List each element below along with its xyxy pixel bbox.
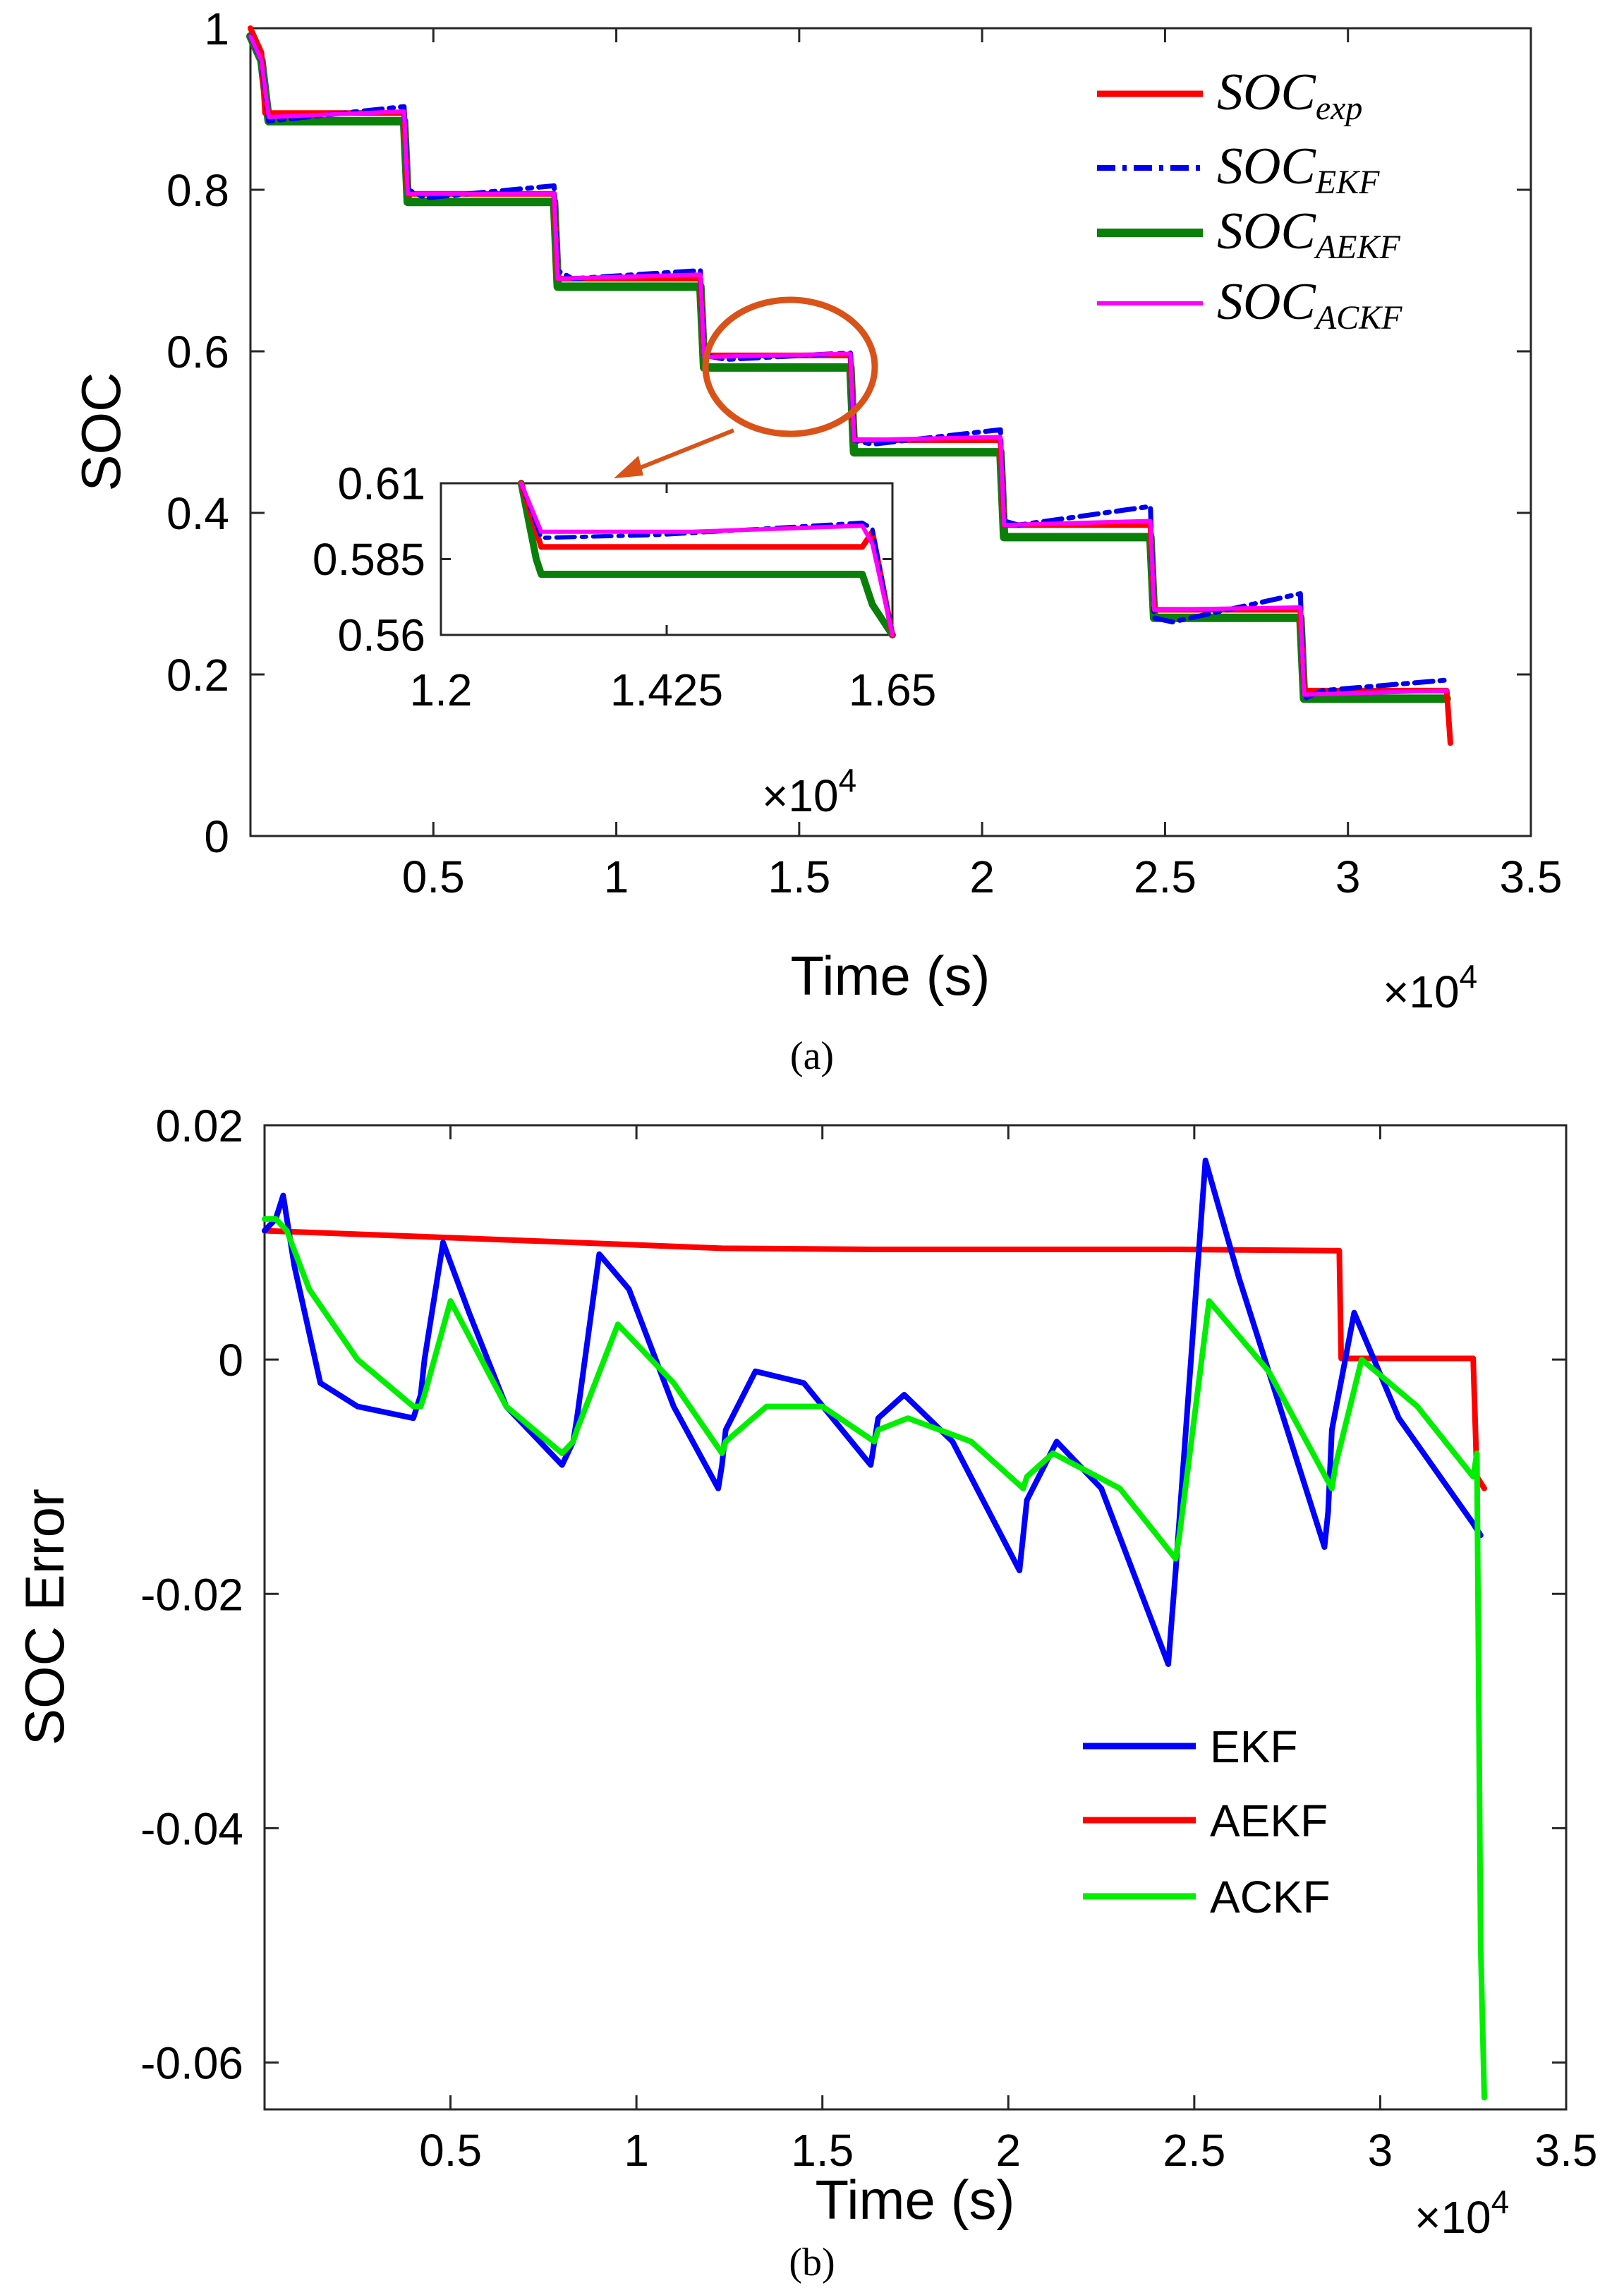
chart-b-xtick-label-4: 2.5 — [1163, 2125, 1225, 2176]
chart-a-zoom-arrow — [630, 428, 735, 473]
chart-b-ylabel: SOC Error — [13, 1489, 75, 1745]
chart-b-series — [262, 1157, 1487, 2101]
chart-a-ytick-label-3: 0.6 — [166, 327, 229, 377]
chart-b-ytick-label-2: -0.02 — [140, 1569, 243, 1620]
chart-a-zoom-arrowhead — [614, 456, 643, 478]
chart-a-ytick-label-0: 0 — [204, 811, 229, 862]
legend-label-soc-ekf: SOCEKF — [1217, 138, 1380, 201]
chart-a-caption: (a) — [790, 1034, 834, 1078]
chart-a-xtick-label-3: 2 — [969, 852, 995, 902]
chart-a-ytick-label-1: 0.2 — [166, 650, 229, 701]
legend-label-soc-ackf: SOCACKF — [1217, 273, 1402, 337]
chart-b-legend: EKF AEKF ACKF — [1083, 1721, 1331, 1922]
legend-label-ekf: EKF — [1210, 1721, 1297, 1772]
chart-b-xtick-label-3: 2 — [995, 2125, 1021, 2176]
chart-b-xtick-label-0: 0.5 — [419, 2125, 482, 2176]
chart-a-series-soc-ackf — [248, 34, 1449, 697]
inset-ytick-label-2: 0.61 — [337, 458, 425, 509]
inset-axes-box — [440, 482, 894, 636]
chart-b-series-ekf — [262, 1157, 1484, 1667]
chart-b-xlabel: Time (s) — [815, 2169, 1014, 2231]
inset-xtick-label-0: 1.2 — [410, 665, 473, 715]
chart-a-xtick-label-0: 0.5 — [402, 852, 465, 902]
chart-b-ytick-label-4: -0.06 — [140, 2038, 243, 2089]
legend-label-ackf: ACKF — [1210, 1872, 1331, 1922]
chart-a-legend: SOCexp SOCEKF SOCAEKF SOCACKF — [1097, 63, 1402, 337]
chart-a-xtick-label-1: 1 — [604, 852, 629, 902]
chart-b-axes-box — [263, 1124, 1568, 2111]
chart-a-ytick-label-5: 1 — [204, 4, 229, 54]
inset-ytick-label-0: 0.56 — [337, 610, 425, 660]
legend-label-soc-exp: SOCexp — [1217, 63, 1362, 127]
chart-b-ytick-label-3: -0.04 — [140, 1803, 243, 1854]
chart-b-ytick-label-0: 0.02 — [155, 1101, 243, 1151]
chart-a-xtick-label-5: 3 — [1335, 852, 1361, 902]
inset-ytick-label-1: 0.585 — [313, 534, 425, 585]
chart-a-xtick-label-4: 2.5 — [1134, 852, 1196, 902]
chart-a-ytick-label-2: 0.4 — [166, 488, 229, 539]
chart-a-x-multiplier: ×104 — [1383, 958, 1477, 1017]
inset-series-soc-ackf — [519, 481, 895, 637]
chart-a-xtick-label-2: 1.5 — [768, 852, 830, 902]
inset-series-soc-aekf — [517, 480, 896, 638]
chart-a-ticks: 0.5 1 1.5 2 2.5 3 3.5 0 0.2 0.4 0.6 0.8 1 — [166, 4, 1562, 902]
inset-ticks: 1.2 1.425 1.65 0.56 0.585 0.61 — [313, 458, 936, 715]
chart-b-ytick-label-1: 0 — [218, 1335, 243, 1386]
chart-a: 0.5 1 1.5 2 2.5 3 3.500.20.40.60.81 1.2 1.425 1.… — [70, 4, 1562, 1078]
chart-b-x-multiplier: ×104 — [1414, 2183, 1509, 2243]
chart-b-xtick-label-2: 1.5 — [791, 2125, 854, 2176]
chart-a-ylabel: SOC — [70, 372, 132, 491]
inset-x-multiplier: ×104 — [762, 762, 856, 821]
chart-a-xtick-label-6: 3.5 — [1500, 852, 1563, 902]
chart-b-xtick-label-5: 3 — [1368, 2125, 1393, 2176]
chart-b-ticks: 0.5 1 1.5 2 2.5 3 3.5 0.02 0 -0.02 -0.04 -0.06 — [140, 1101, 1597, 2176]
legend-label-soc-aekf: SOCAEKF — [1217, 202, 1400, 266]
chart-a-zoom-ellipse — [702, 296, 878, 437]
chart-b-xtick-label-6: 3.5 — [1535, 2125, 1598, 2176]
legend-label-aekf: AEKF — [1210, 1795, 1328, 1846]
chart-b-series-aekf — [262, 1228, 1487, 1491]
chart-a-series — [246, 25, 1453, 746]
inset-xtick-label-2: 1.65 — [849, 665, 937, 715]
inset-series — [517, 480, 896, 638]
chart-a-ytick-label-4: 0.8 — [166, 165, 229, 216]
chart-b: 0.5 1 1.5 2 2.5 3 3.5 0.02 0 -0.02 -0.04 -0.06 EKF … — [13, 1101, 1597, 2284]
chart-b-caption: (b) — [789, 2241, 835, 2284]
chart-b-xtick-label-1: 1 — [624, 2125, 649, 2176]
chart-a-series-soc-aekf — [246, 32, 1451, 703]
chart-b-series-ackf — [262, 1216, 1487, 2101]
chart-a-inset: 1.2 1.425 1.65 0.56 0.585 0.61 ×104 — [313, 458, 936, 821]
inset-xtick-label-1: 1.425 — [610, 665, 723, 715]
chart-a-xlabel: Time (s) — [790, 945, 990, 1007]
